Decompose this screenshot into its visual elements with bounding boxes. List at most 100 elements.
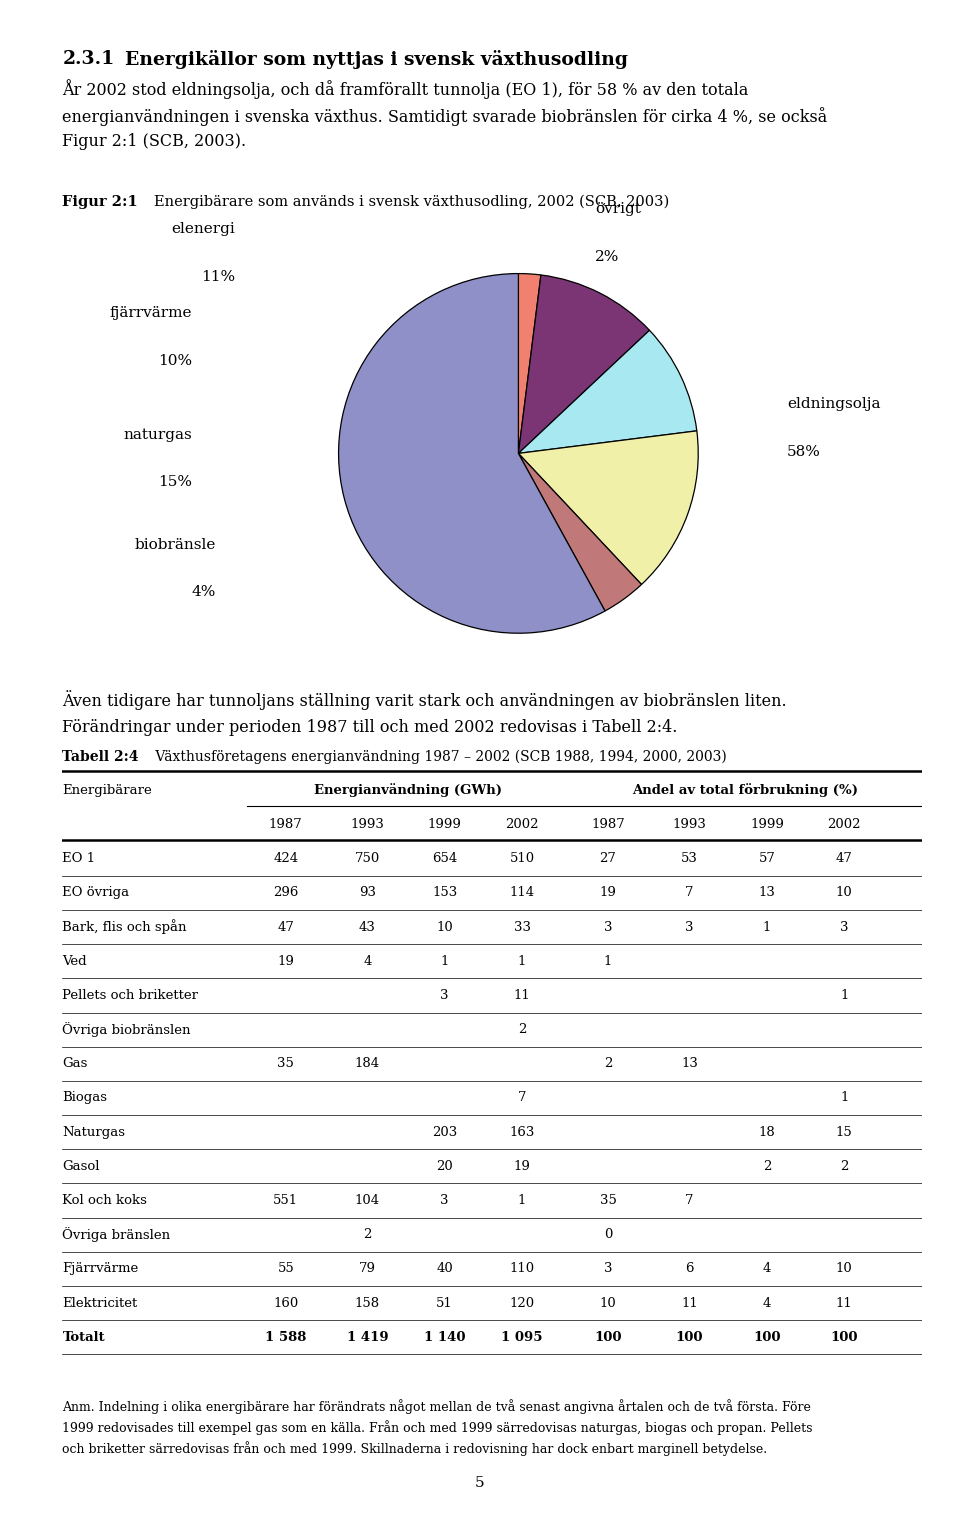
Text: 4: 4 [763, 1262, 771, 1276]
Text: 1993: 1993 [350, 818, 384, 831]
Text: Gasol: Gasol [62, 1160, 100, 1173]
Text: Även tidigare har tunnoljans ställning varit stark och användningen av biobränsl: Även tidigare har tunnoljans ställning v… [62, 690, 787, 710]
Text: 1987: 1987 [269, 818, 302, 831]
Text: Tabell 2:4: Tabell 2:4 [62, 750, 139, 764]
Text: 1: 1 [441, 954, 449, 968]
Text: 120: 120 [510, 1297, 535, 1309]
Text: 1 095: 1 095 [501, 1330, 542, 1344]
Text: 3: 3 [604, 920, 612, 934]
Text: 11: 11 [514, 989, 531, 1001]
Text: 13: 13 [682, 1058, 698, 1070]
Text: 100: 100 [594, 1330, 622, 1344]
Text: 1: 1 [840, 1091, 849, 1105]
Text: 93: 93 [359, 887, 376, 899]
Text: 2002: 2002 [828, 818, 861, 831]
Text: Andel av total förbrukning (%): Andel av total förbrukning (%) [633, 783, 858, 797]
Text: 10: 10 [437, 920, 453, 934]
Text: 19: 19 [600, 887, 616, 899]
Text: 7: 7 [685, 1193, 694, 1207]
Text: 53: 53 [682, 852, 698, 866]
Text: Energianvändning (GWh): Energianvändning (GWh) [314, 783, 502, 797]
Text: 47: 47 [277, 920, 294, 934]
Text: Förändringar under perioden 1987 till och med 2002 redovisas i Tabell 2:4.: Förändringar under perioden 1987 till oc… [62, 719, 678, 736]
Text: 7: 7 [685, 887, 694, 899]
Text: 57: 57 [758, 852, 776, 866]
Text: fjärrvärme: fjärrvärme [109, 306, 192, 320]
Text: 1999: 1999 [750, 818, 784, 831]
Text: Växthusföretagens energianvändning 1987 – 2002 (SCB 1988, 1994, 2000, 2003): Växthusföretagens energianvändning 1987 … [151, 750, 727, 764]
Text: 2: 2 [840, 1160, 849, 1173]
Wedge shape [518, 274, 650, 453]
Text: 1 588: 1 588 [265, 1330, 306, 1344]
Text: 1993: 1993 [673, 818, 707, 831]
Text: 35: 35 [600, 1193, 616, 1207]
Text: 0: 0 [604, 1228, 612, 1241]
Text: 424: 424 [274, 852, 299, 866]
Text: 1 140: 1 140 [424, 1330, 466, 1344]
Text: 3: 3 [685, 920, 694, 934]
Text: 510: 510 [510, 852, 535, 866]
Text: Ved: Ved [62, 954, 87, 968]
Text: 2%: 2% [595, 250, 619, 264]
Text: övrigt: övrigt [595, 203, 641, 216]
Text: 2: 2 [363, 1228, 372, 1241]
Text: Elektricitet: Elektricitet [62, 1297, 137, 1309]
Text: 51: 51 [437, 1297, 453, 1309]
Text: 15: 15 [836, 1126, 852, 1138]
Text: 4: 4 [763, 1297, 771, 1309]
Text: 3: 3 [441, 1193, 449, 1207]
Text: 100: 100 [676, 1330, 704, 1344]
Text: 3: 3 [441, 989, 449, 1001]
Text: 750: 750 [355, 852, 380, 866]
Text: naturgas: naturgas [123, 428, 192, 442]
Wedge shape [518, 453, 641, 611]
Text: Biogas: Biogas [62, 1091, 108, 1105]
Text: Pellets och briketter: Pellets och briketter [62, 989, 199, 1001]
Text: 163: 163 [510, 1126, 535, 1138]
Text: 55: 55 [277, 1262, 294, 1276]
Text: 2: 2 [604, 1058, 612, 1070]
Text: Fjärrvärme: Fjärrvärme [62, 1262, 138, 1276]
Wedge shape [339, 273, 605, 632]
Text: 13: 13 [758, 887, 776, 899]
Text: 20: 20 [437, 1160, 453, 1173]
Text: Naturgas: Naturgas [62, 1126, 126, 1138]
Text: 10: 10 [836, 887, 852, 899]
Text: 4: 4 [363, 954, 372, 968]
Text: 296: 296 [273, 887, 299, 899]
Text: Bark, flis och spån: Bark, flis och spån [62, 919, 187, 934]
Text: 10%: 10% [157, 354, 192, 367]
Text: 4%: 4% [192, 585, 216, 599]
Wedge shape [518, 331, 697, 453]
Text: 100: 100 [754, 1330, 780, 1344]
Text: 15%: 15% [158, 475, 192, 489]
Text: 2: 2 [517, 1023, 526, 1036]
Text: 19: 19 [277, 954, 294, 968]
Text: Gas: Gas [62, 1058, 87, 1070]
Text: 1: 1 [604, 954, 612, 968]
Text: 551: 551 [274, 1193, 299, 1207]
Text: Energibärare: Energibärare [62, 783, 152, 797]
Text: 58%: 58% [787, 445, 821, 459]
Text: 160: 160 [274, 1297, 299, 1309]
Text: 2: 2 [763, 1160, 771, 1173]
Text: 1: 1 [517, 1193, 526, 1207]
Text: 1: 1 [840, 989, 849, 1001]
Text: År 2002 stod eldningsolja, och då framförallt tunnolja (EO 1), för 58 % av den t: År 2002 stod eldningsolja, och då framfö… [62, 79, 828, 151]
Text: 153: 153 [432, 887, 457, 899]
Text: 19: 19 [514, 1160, 531, 1173]
Text: 40: 40 [437, 1262, 453, 1276]
Text: 10: 10 [600, 1297, 616, 1309]
Text: 1: 1 [517, 954, 526, 968]
Text: 47: 47 [836, 852, 852, 866]
Text: 11: 11 [682, 1297, 698, 1309]
Text: eldningsolja: eldningsolja [787, 398, 880, 411]
Text: 3: 3 [604, 1262, 612, 1276]
Text: 203: 203 [432, 1126, 457, 1138]
Text: 7: 7 [517, 1091, 526, 1105]
Text: biobränsle: biobränsle [134, 538, 216, 552]
Text: 43: 43 [359, 920, 376, 934]
Text: 10: 10 [836, 1262, 852, 1276]
Wedge shape [518, 431, 698, 585]
Text: 1: 1 [763, 920, 771, 934]
